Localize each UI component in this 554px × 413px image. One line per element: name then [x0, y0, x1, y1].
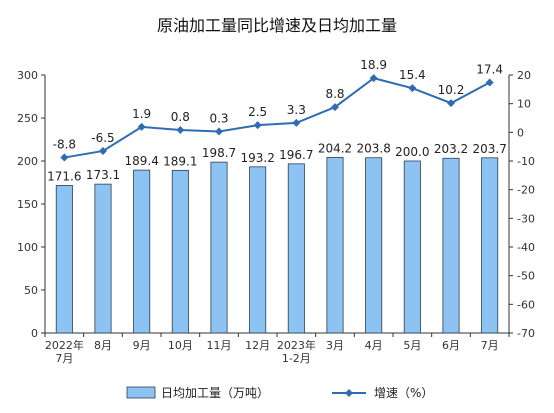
line-point: [176, 126, 185, 135]
line-series: -8.8 -6.5 1.9 0.8 0.3 2.5 3.3 8.8 18.9 15.4 10.2 17…: [53, 58, 503, 162]
y-right-tick-label: 20: [517, 69, 531, 82]
bar-data-label: 171.6: [47, 169, 81, 183]
y-left-tick-label: 250: [17, 112, 38, 125]
bar: [133, 169, 151, 334]
x-tick-label: 2023年: [277, 338, 316, 352]
x-tick-label: 7月: [55, 352, 73, 365]
bar: [94, 183, 112, 334]
line-data-label: 15.4: [399, 68, 426, 82]
bar-data-label: 204.2: [318, 141, 352, 155]
x-tick-label: 7月: [481, 339, 499, 352]
y-right-tick-label: -30: [517, 212, 535, 225]
bar-data-label: 198.7: [202, 146, 236, 160]
bar-data-label: 193.2: [240, 151, 274, 165]
line-data-label: 0.3: [209, 111, 228, 125]
line-point: [331, 103, 339, 112]
line-data-label: -8.8: [53, 138, 76, 152]
line-data-label: 17.4: [476, 62, 503, 76]
line-point: [60, 153, 69, 162]
y-right-tick-label: 10: [517, 98, 531, 111]
line-point: [485, 78, 494, 87]
y-left-tick-label: 0: [31, 327, 38, 340]
bar-data-label: 189.1: [163, 154, 197, 168]
y-left-tick-label: 100: [17, 241, 38, 254]
bar-data-label: 189.4: [124, 154, 158, 168]
line-point: [137, 122, 146, 131]
bar: [481, 157, 499, 334]
line-point: [408, 84, 417, 93]
y-right-tick-label: -10: [517, 155, 535, 168]
y-right-tick-label: -40: [517, 241, 535, 254]
chart-title: 原油加工量同比增速及日均加工量: [157, 16, 397, 35]
legend: 日均加工量（万吨） 增速（%）: [126, 386, 433, 400]
y-left-tick-label: 50: [24, 284, 38, 297]
x-tick-label: 9月: [133, 339, 151, 352]
x-tick-label: 8月: [94, 339, 112, 352]
y-right-tick-label: -60: [517, 298, 535, 311]
bar-data-label: 203.2: [434, 142, 468, 156]
x-tick-label: 1-2月: [282, 352, 311, 365]
y-left-tick-label: 300: [17, 69, 38, 82]
y-right-tick-label: -20: [517, 184, 535, 197]
bar-data-label: 203.8: [356, 142, 390, 156]
bar: [287, 163, 305, 334]
y-right-tick-label: 0: [517, 126, 524, 139]
y-left-tick-label: 150: [17, 198, 38, 211]
series-line: [64, 77, 491, 159]
bar: [171, 169, 189, 334]
x-tick-label: 3月: [326, 339, 344, 352]
x-tick-label: 2022年: [45, 338, 84, 352]
x-tick-label: 4月: [365, 339, 383, 352]
legend-line-marker: [345, 389, 353, 397]
bar: [249, 166, 267, 334]
bar: [365, 157, 383, 334]
bar-data-label: 203.7: [472, 142, 506, 156]
line-data-label: 10.2: [438, 83, 465, 97]
y-right-tick-label: -50: [517, 270, 535, 283]
x-tick-label: 5月: [403, 339, 421, 352]
bar-series: 171.6 173.1 189.4 189.1 198.7 193.2 196.7 204.2…: [47, 141, 507, 334]
bar: [442, 157, 460, 334]
line-data-label: 3.3: [287, 103, 306, 117]
bar-data-label: 200.0: [395, 145, 429, 159]
line-data-label: 8.8: [325, 87, 344, 101]
y-right-tick-label: -70: [517, 327, 535, 340]
bar: [55, 185, 73, 334]
x-tick-label: 11月: [207, 339, 232, 352]
legend-bar-label: 日均加工量（万吨）: [161, 386, 269, 400]
line-point: [369, 74, 378, 83]
line-point: [447, 99, 455, 108]
bar-data-label: 196.7: [279, 148, 313, 162]
bar: [326, 156, 344, 334]
line-data-label: 0.8: [171, 110, 190, 124]
line-point: [99, 146, 107, 155]
bar: [403, 160, 421, 334]
bar-data-label: 173.1: [86, 168, 120, 182]
line-data-label: -6.5: [91, 131, 114, 145]
line-point: [253, 121, 262, 130]
x-tick-label: 6月: [442, 339, 460, 352]
x-tick-label: 12月: [245, 339, 270, 352]
line-data-label: 1.9: [132, 107, 151, 121]
legend-line-label: 增速（%）: [374, 386, 433, 400]
line-point: [215, 127, 223, 136]
line-data-label: 18.9: [360, 58, 387, 72]
line-point: [292, 118, 301, 127]
bar: [210, 161, 228, 334]
y-left-tick-label: 200: [17, 155, 38, 168]
x-tick-label: 10月: [168, 339, 193, 352]
line-data-label: 2.5: [248, 105, 267, 119]
legend-bar-swatch: [126, 386, 156, 399]
